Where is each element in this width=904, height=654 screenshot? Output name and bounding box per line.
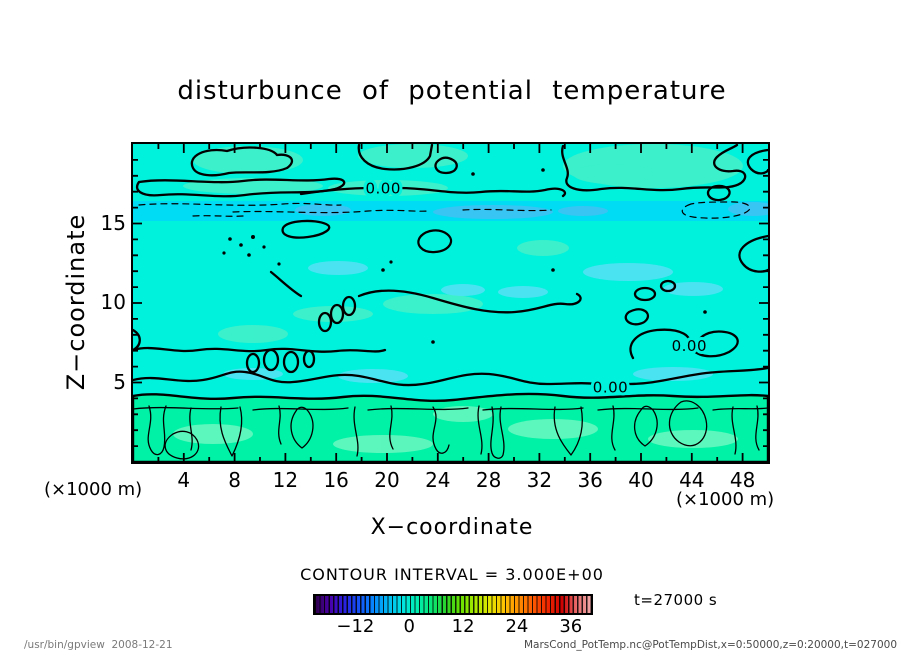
y-tick-label: 10 — [100, 290, 126, 314]
contour-interval-label: CONTOUR INTERVAL = 3.000E+00 — [300, 565, 604, 584]
x-axis-label: X−coordinate — [370, 515, 534, 540]
footer-dataset-text: MarsCond_PotTemp.nc@PotTempDist,x=0:5000… — [524, 639, 897, 651]
axis-tick-marks — [133, 144, 768, 462]
y-axis-units: (×1000 m) — [44, 479, 143, 500]
colorbar-tick-label: 24 — [505, 616, 529, 637]
x-tick-label: 32 — [526, 468, 553, 492]
x-tick-label: 12 — [272, 468, 299, 492]
zero-contours — [133, 144, 768, 387]
thin-contours — [133, 400, 768, 460]
contour-value-label: 0.00 — [365, 180, 400, 198]
x-tick-label: 36 — [577, 468, 603, 492]
colorbar — [313, 594, 593, 615]
contour-value-label: 0.00 — [672, 337, 707, 355]
colorbar-tick-label: 12 — [451, 616, 475, 637]
x-tick-label: 4 — [177, 468, 191, 492]
mid-blue-patches — [223, 261, 723, 383]
x-axis-units: (×1000 m) — [676, 489, 775, 510]
y-axis-label: Z−coordinate — [62, 213, 90, 391]
plot-area: 0.00 0.00 0.00 — [131, 142, 770, 464]
x-tick-label: 24 — [425, 468, 451, 492]
x-tick-label: 8 — [228, 468, 241, 492]
green-band — [133, 392, 768, 462]
x-tick-label: 40 — [628, 468, 654, 492]
x-tick-label: 28 — [475, 468, 502, 492]
contour-specks — [222, 168, 707, 344]
colorbar-tick-labels: −12 0 12 24 36 — [315, 616, 591, 640]
x-tick-label: 20 — [374, 468, 400, 492]
colorbar-tick-label: 0 — [403, 616, 415, 637]
negative-contours-dashed — [138, 201, 751, 219]
colorbar-tick-label: −12 — [336, 616, 375, 637]
y-tick-label: 5 — [113, 369, 126, 394]
x-tick-label: 48 — [729, 468, 756, 492]
time-annotation: t=27000 s — [634, 591, 718, 609]
plot-title: disturbunce of potential temperature — [177, 76, 727, 106]
x-tick-labels: 4 8 12 16 20 24 28 32 36 40 44 48 — [0, 468, 904, 494]
x-tick-label: 44 — [679, 468, 705, 492]
footer-command-text: /usr/bin/gpview 2008-12-21 — [24, 639, 173, 651]
contour-field: 0.00 0.00 0.00 — [133, 144, 768, 462]
x-tick-label: 16 — [323, 468, 349, 492]
y-tick-label: 15 — [100, 210, 126, 235]
contour-value-label: 0.00 — [593, 378, 628, 396]
colorbar-tick-label: 36 — [559, 616, 583, 637]
